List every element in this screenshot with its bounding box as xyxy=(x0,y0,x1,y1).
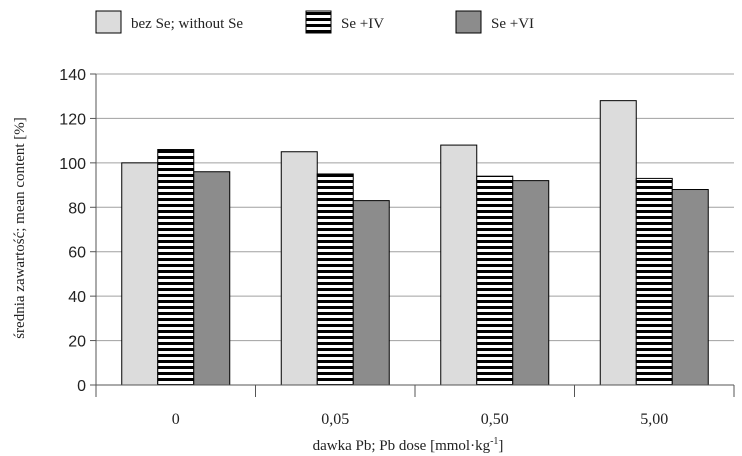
bar xyxy=(599,100,637,386)
x-axis-label-superscript: -1 xyxy=(490,436,498,447)
bars xyxy=(121,100,709,386)
y-axis-ticks: 0 20 40 60 80 100 120 140 xyxy=(59,67,96,395)
x-tick-label: 0,50 xyxy=(481,411,509,428)
bar xyxy=(193,171,231,386)
bar xyxy=(157,149,195,386)
y-tick-label: 40 xyxy=(68,289,86,306)
bar xyxy=(440,144,478,386)
legend-label: Se +IV xyxy=(341,16,384,32)
bar xyxy=(121,162,159,386)
bar xyxy=(352,200,390,386)
x-tick-label: 0,05 xyxy=(321,411,349,428)
x-axis-label-end: ] xyxy=(498,438,503,454)
bar xyxy=(635,177,673,386)
y-tick-label: 80 xyxy=(68,200,86,217)
legend: bez Se; without Se Se +IV Se +VI xyxy=(95,10,534,34)
legend-swatch xyxy=(455,10,482,34)
bar xyxy=(476,175,514,386)
y-tick-label: 120 xyxy=(59,111,86,128)
bar xyxy=(280,151,318,386)
legend-label: Se +VI xyxy=(491,16,534,32)
x-axis-label-main: dawka Pb; Pb dose [mmol·kg xyxy=(313,438,491,454)
y-tick-label: 0 xyxy=(77,378,86,395)
x-axis-label: dawka Pb; Pb dose [mmol·kg-1] xyxy=(313,436,504,454)
bar xyxy=(512,180,550,386)
y-tick-label: 20 xyxy=(68,334,86,351)
x-tick-label: 5,00 xyxy=(640,411,668,428)
y-tick-label: 100 xyxy=(59,156,86,173)
legend-swatch xyxy=(95,10,122,34)
legend-label: bez Se; without Se xyxy=(131,16,243,32)
legend-swatch xyxy=(305,10,332,34)
y-tick-label: 60 xyxy=(68,245,86,262)
bar xyxy=(316,173,354,386)
x-tick-label: 0 xyxy=(172,411,180,428)
y-tick-label: 140 xyxy=(59,67,86,84)
bar xyxy=(671,189,709,386)
x-axis-ticks: 0 0,05 0,50 5,00 xyxy=(95,385,735,428)
y-axis-label: średnia zawartość; mean content [%] xyxy=(12,117,28,339)
